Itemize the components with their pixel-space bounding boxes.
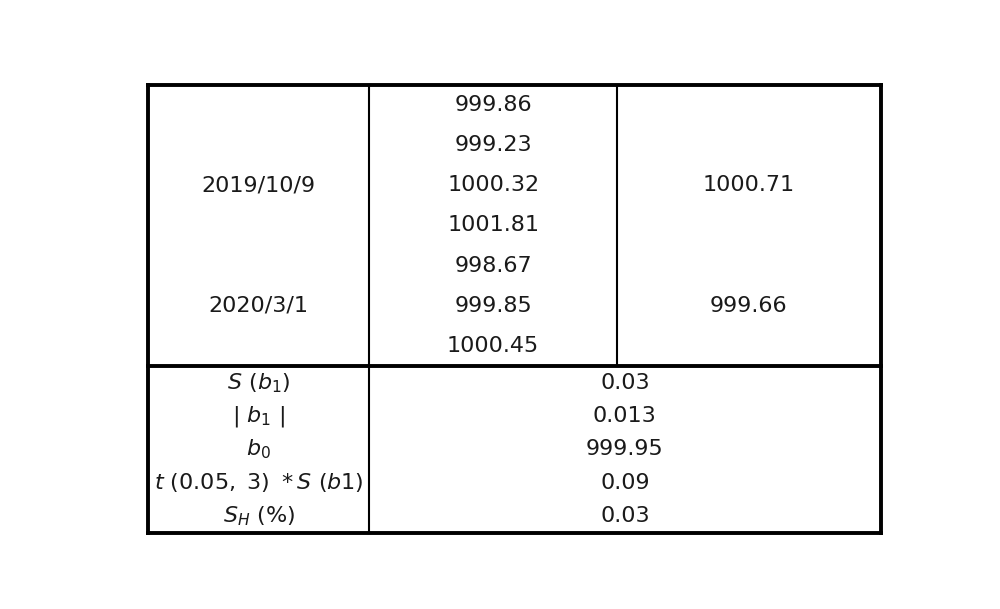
Text: 998.67: 998.67 [454,256,532,276]
Text: 999.23: 999.23 [454,135,532,155]
Text: $t\ (0.05,\ 3)\ *S\ (b1)$: $t\ (0.05,\ 3)\ *S\ (b1)$ [154,471,364,494]
Text: 1000.71: 1000.71 [703,175,795,195]
Text: 1001.81: 1001.81 [447,216,539,236]
Text: 2019/10/9: 2019/10/9 [202,175,316,195]
Text: 999.86: 999.86 [454,95,532,115]
Text: 1000.32: 1000.32 [447,175,539,195]
Text: 0.03: 0.03 [600,373,650,393]
Text: $S\ (b_1)$: $S\ (b_1)$ [227,371,290,395]
Text: 0.09: 0.09 [600,473,650,493]
Text: 0.03: 0.03 [600,506,650,526]
Text: 0.013: 0.013 [593,406,657,426]
Text: 2020/3/1: 2020/3/1 [209,296,309,316]
Text: 999.95: 999.95 [586,440,664,459]
Text: 999.85: 999.85 [454,296,532,316]
Text: $|\ b_1\ |$: $|\ b_1\ |$ [232,404,285,429]
Text: $S_H\ (\%)$: $S_H\ (\%)$ [223,504,295,528]
Text: $b_0$: $b_0$ [246,438,271,461]
Text: 1000.45: 1000.45 [447,336,539,356]
Text: 999.66: 999.66 [710,296,788,316]
